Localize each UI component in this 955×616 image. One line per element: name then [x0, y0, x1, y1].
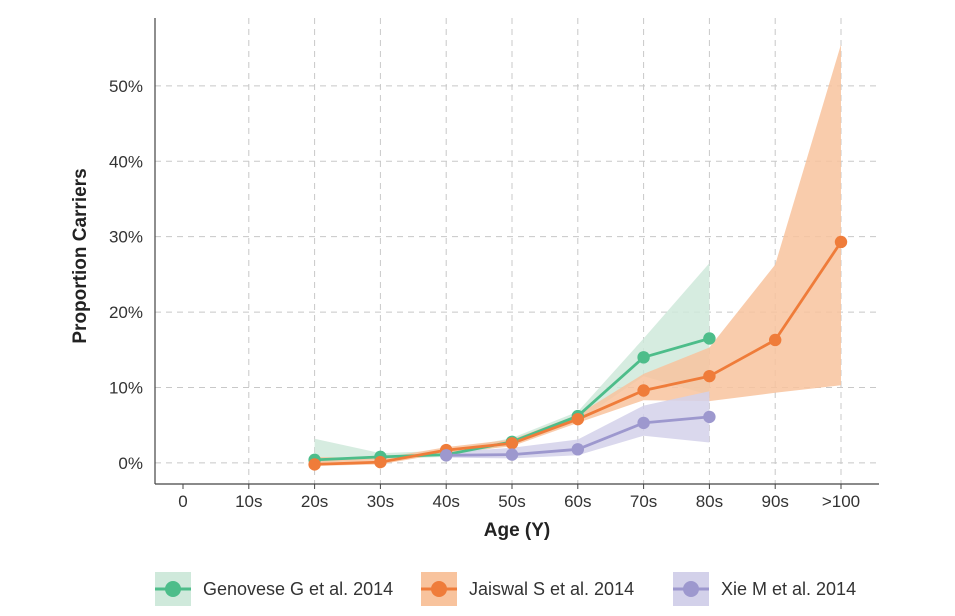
legend-label: Jaiswal S et al. 2014	[469, 579, 634, 599]
y-tick-label: 50%	[109, 77, 143, 96]
x-tick-label: 80s	[696, 492, 723, 511]
y-axis-title: Proportion Carriers	[70, 168, 91, 343]
point-jaiswal-s-et-al-2014	[571, 412, 584, 426]
legend-swatch-marker	[165, 581, 181, 597]
x-tick-label: 70s	[630, 492, 657, 511]
point-jaiswal-s-et-al-2014	[769, 333, 782, 347]
point-jaiswal-s-et-al-2014	[703, 369, 716, 383]
band-xie-m-et-al-2014	[446, 391, 710, 459]
x-tick-label: 60s	[564, 492, 591, 511]
point-jaiswal-s-et-al-2014	[637, 384, 650, 397]
tick-labels: 0 10s 20s 30s 40s 50s 60s 70s 80s 90s >100 0% 10% 20%…	[109, 77, 860, 511]
grid	[155, 18, 879, 484]
y-tick-label: 20%	[109, 303, 143, 322]
x-tick-label: 20s	[301, 492, 328, 511]
legend-label: Xie M et al. 2014	[721, 579, 856, 599]
x-tick-label: 50s	[498, 492, 525, 511]
x-axis-title: Age (Y)	[484, 520, 551, 541]
point-xie-m-et-al-2014	[637, 416, 650, 430]
point-genovese-g-et-al-2014	[637, 351, 650, 364]
point-jaiswal-s-et-al-2014	[505, 437, 519, 450]
band-jaiswal-s-et-al-2014	[314, 44, 842, 466]
x-tick-label: 40s	[432, 492, 459, 511]
legend-label: Genovese G et al. 2014	[203, 579, 393, 599]
axes	[154, 18, 879, 485]
point-jaiswal-s-et-al-2014	[374, 455, 387, 469]
y-tick-label: 0%	[118, 454, 143, 473]
point-jaiswal-s-et-al-2014	[308, 458, 321, 471]
band-genovese-g-et-al-2014	[314, 263, 710, 463]
x-tick-label: >100	[822, 492, 860, 511]
point-xie-m-et-al-2014	[703, 410, 716, 424]
point-xie-m-et-al-2014	[505, 448, 519, 461]
y-tick-label: 40%	[109, 152, 143, 171]
confidence-bands	[314, 44, 842, 466]
legend-swatch-marker	[683, 581, 699, 597]
point-xie-m-et-al-2014	[571, 443, 584, 456]
y-tick-label: 30%	[109, 228, 143, 247]
x-tick-label: 30s	[367, 492, 394, 511]
x-tick-label: 10s	[235, 492, 262, 511]
x-tick-label: 90s	[761, 492, 788, 511]
series-points	[308, 235, 848, 471]
legend: Genovese G et al. 2014 Jaiswal S et al. 2…	[155, 572, 856, 606]
point-xie-m-et-al-2014	[440, 449, 453, 462]
point-jaiswal-s-et-al-2014	[834, 235, 848, 249]
point-genovese-g-et-al-2014	[703, 332, 716, 345]
x-tick-label: 0	[178, 492, 187, 511]
y-tick-label: 10%	[109, 378, 143, 397]
legend-swatch-marker	[431, 581, 447, 597]
